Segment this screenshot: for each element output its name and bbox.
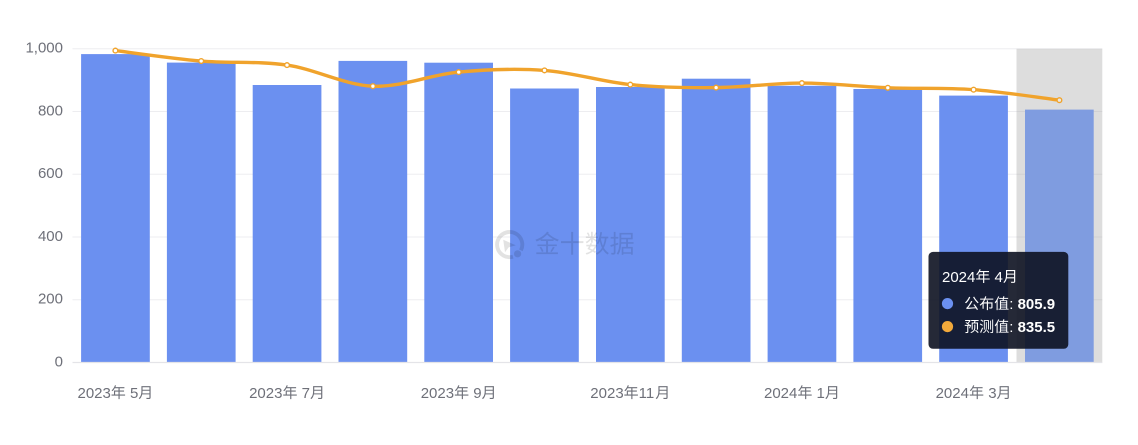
svg-text::: : <box>1009 296 1013 313</box>
svg-text::: : <box>1009 319 1013 336</box>
svg-text:4: 4 <box>995 269 1003 286</box>
svg-text:400: 400 <box>38 228 63 245</box>
svg-text:2023: 2023 <box>590 385 623 402</box>
svg-text:2024: 2024 <box>936 385 969 402</box>
svg-text:7: 7 <box>302 385 310 402</box>
svg-text:600: 600 <box>38 165 63 182</box>
svg-text:2023: 2023 <box>421 385 454 402</box>
svg-text:5: 5 <box>130 385 138 402</box>
svg-text:11: 11 <box>639 385 655 402</box>
svg-text:200: 200 <box>38 291 63 308</box>
svg-text:2023: 2023 <box>78 385 111 402</box>
svg-text:3: 3 <box>988 385 996 402</box>
svg-text:2023: 2023 <box>249 385 282 402</box>
svg-text:2024: 2024 <box>764 385 797 402</box>
svg-text:1,000: 1,000 <box>25 40 63 57</box>
svg-text:805.9: 805.9 <box>1018 296 1056 313</box>
svg-text:835.5: 835.5 <box>1018 319 1056 336</box>
svg-text:800: 800 <box>38 102 63 119</box>
svg-text:1: 1 <box>817 385 825 402</box>
svg-text:0: 0 <box>55 353 63 370</box>
svg-text:9: 9 <box>473 385 481 402</box>
svg-text:2024: 2024 <box>942 269 975 286</box>
